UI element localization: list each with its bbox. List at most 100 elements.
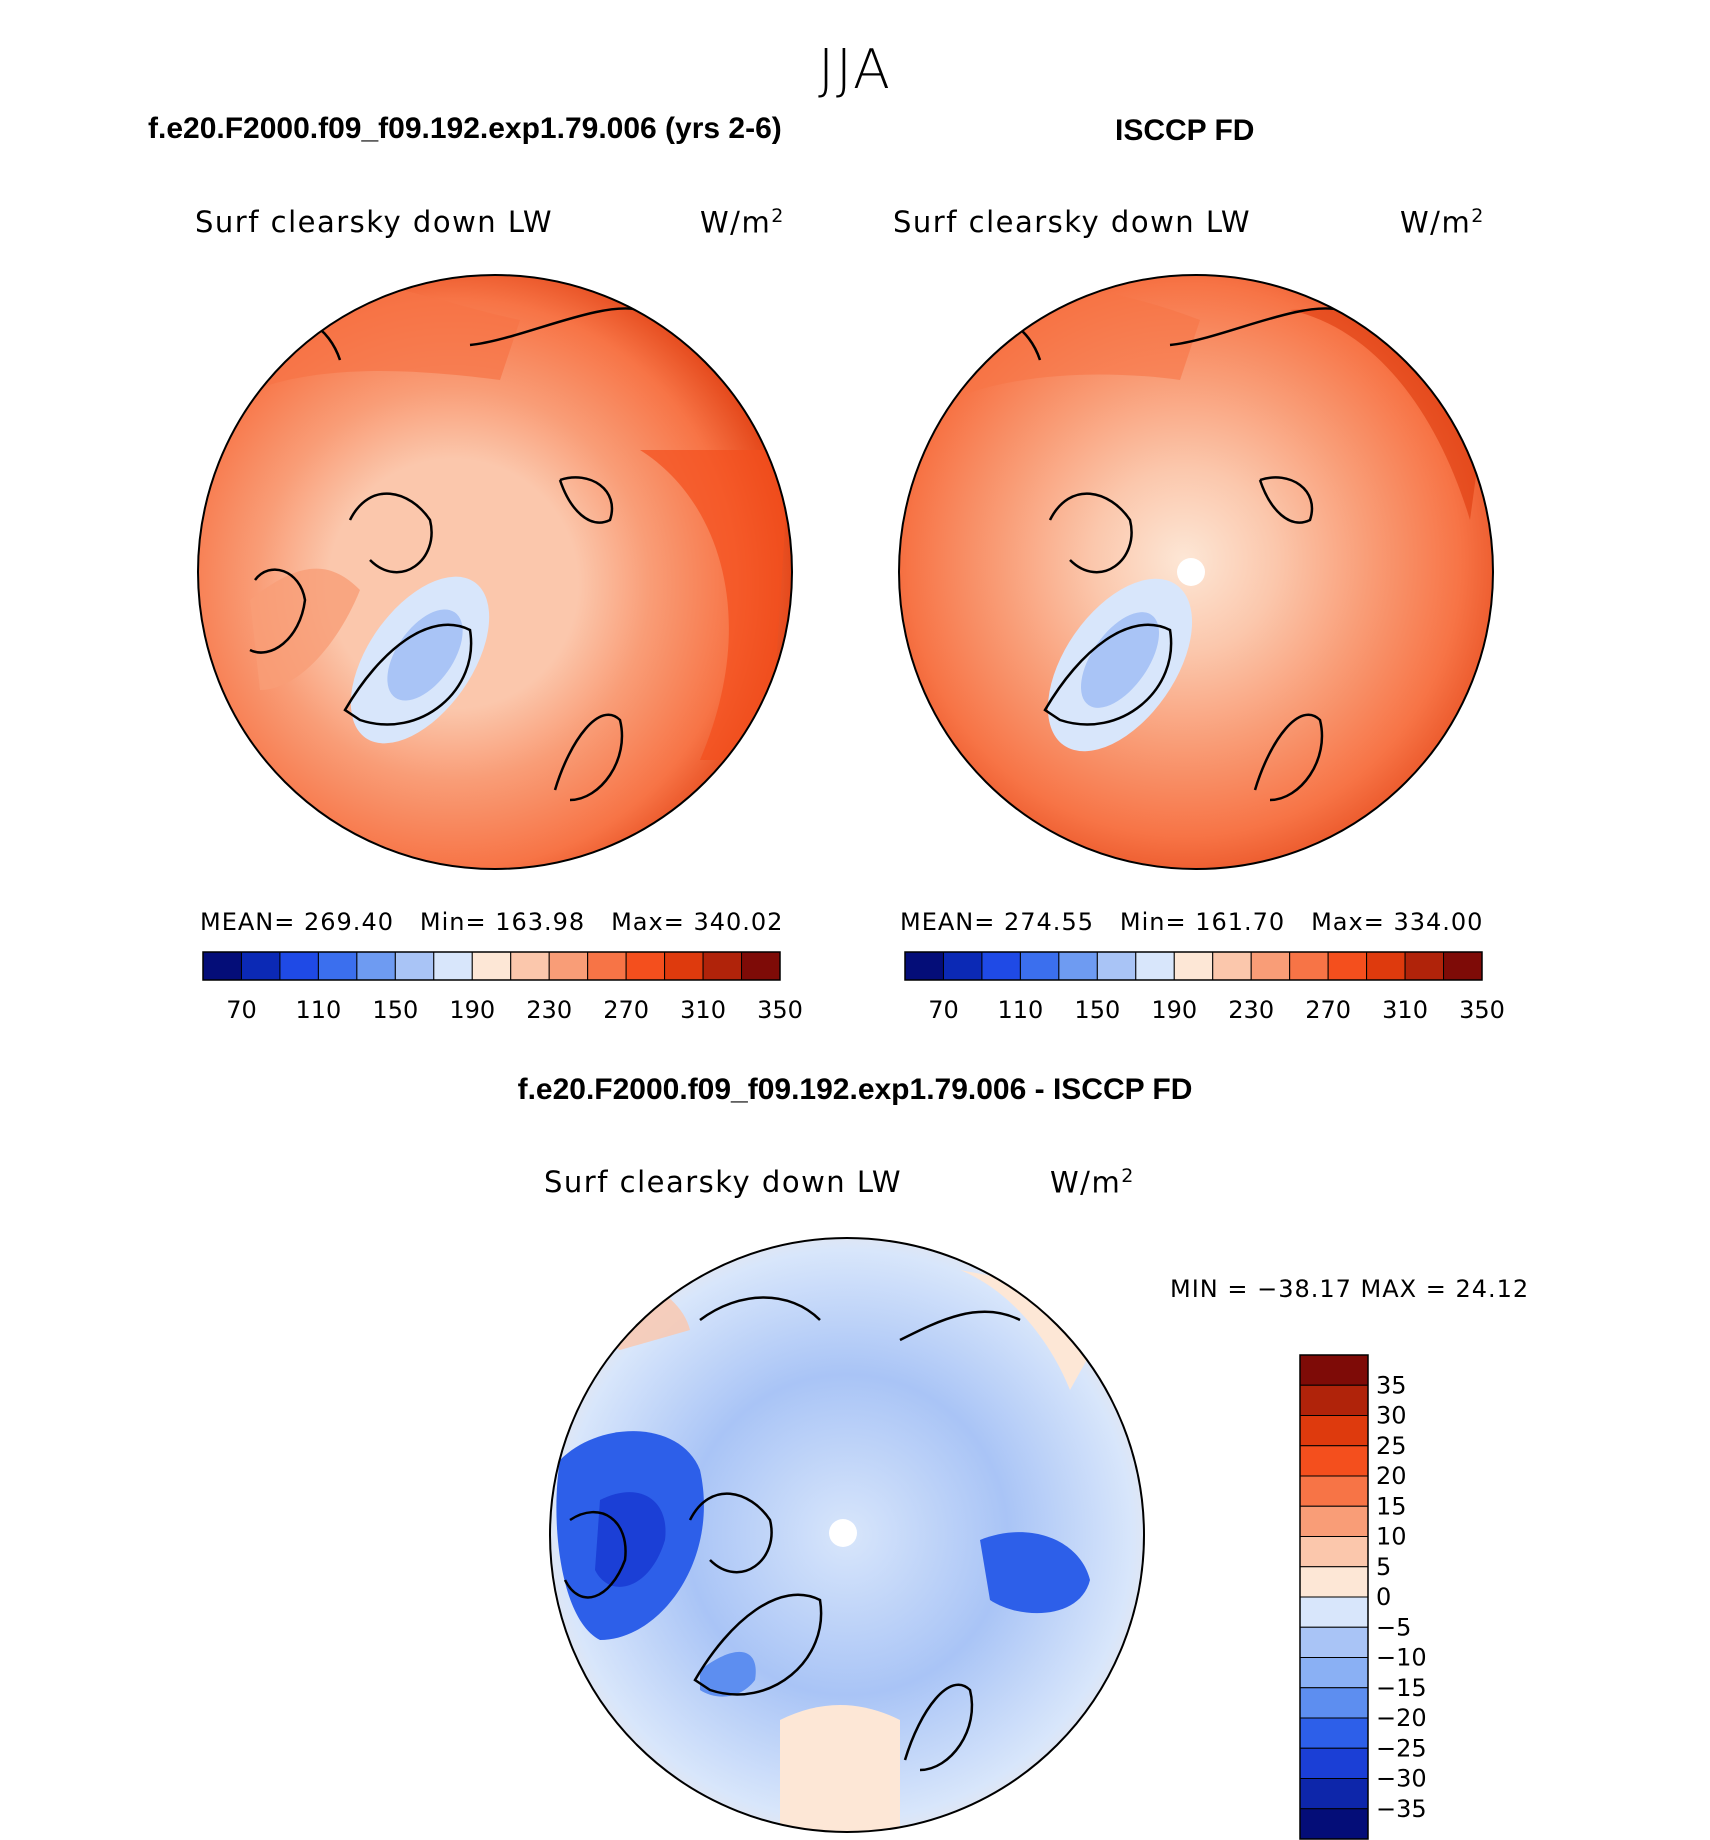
diff-colorbar-swatch bbox=[1299, 1747, 1369, 1779]
model-colorbar-swatch bbox=[394, 951, 435, 981]
model-colorbar-tick-label: 150 bbox=[372, 996, 418, 1024]
model-colorbar-swatch bbox=[317, 951, 358, 981]
obs-pole-hole bbox=[1177, 558, 1205, 586]
diff-colorbar-swatch bbox=[1299, 1717, 1369, 1749]
obs-colorbar-swatch bbox=[904, 951, 944, 981]
obs-colorbar-swatch bbox=[1366, 951, 1406, 981]
diff-colorbar-swatch bbox=[1299, 1505, 1369, 1537]
obs-colorbar-swatch bbox=[1096, 951, 1137, 981]
obs-colorbar: 70 110 150 190 230 270 310 350 bbox=[904, 951, 1505, 1024]
model-colorbar-swatch bbox=[510, 951, 550, 981]
model-colorbar-tick-label: 310 bbox=[680, 996, 726, 1024]
obs-colorbar-swatch bbox=[1173, 951, 1214, 981]
diff-colorbar-swatch bbox=[1299, 1808, 1369, 1840]
model-colorbar-swatch bbox=[625, 951, 666, 981]
model-colorbar-frame bbox=[202, 951, 781, 981]
model-colorbar-swatch bbox=[202, 951, 242, 981]
obs-colorbar-swatch bbox=[981, 951, 1021, 981]
diff-colorbar-swatch bbox=[1299, 1445, 1369, 1477]
obs-mean-value: 274.55 bbox=[1004, 908, 1094, 936]
model-panel-title: f.e20.F2000.f09_f09.192.exp1.79.006 (yrs… bbox=[148, 112, 782, 145]
diff-var-label: Surf clearsky down LW bbox=[544, 1165, 903, 1199]
diff-colorbar-tick-label: 35 bbox=[1376, 1371, 1407, 1399]
obs-colorbar-swatch bbox=[1443, 951, 1483, 981]
obs-mean-label: MEAN= bbox=[900, 908, 996, 936]
obs-colorbar-tick-label: 230 bbox=[1228, 996, 1274, 1024]
diff-colorbar-tick-label: −25 bbox=[1376, 1734, 1427, 1762]
model-colorbar-swatch bbox=[664, 951, 704, 981]
obs-colorbar-tick-label: 150 bbox=[1074, 996, 1120, 1024]
obs-colorbar-swatch bbox=[1250, 951, 1291, 981]
obs-colorbar-tick-label: 190 bbox=[1151, 996, 1197, 1024]
diff-panel-title: f.e20.F2000.f09_f09.192.exp1.79.006 - IS… bbox=[517, 1073, 1193, 1106]
diff-colorbar-tick-label: −20 bbox=[1376, 1704, 1427, 1732]
diff-colorbar-tick-label: −10 bbox=[1376, 1644, 1427, 1672]
obs-colorbar-tick-label: 110 bbox=[997, 996, 1043, 1024]
model-colorbar-swatch bbox=[471, 951, 512, 981]
model-colorbar-swatch bbox=[433, 951, 473, 981]
model-colorbar: 70 110 150 190 230 270 310 350 bbox=[202, 951, 803, 1024]
diff-colorbar-swatch bbox=[1299, 1596, 1369, 1628]
diff-colorbar-swatch bbox=[1299, 1626, 1369, 1658]
model-map-border bbox=[197, 274, 793, 870]
model-colorbar-tick-label: 350 bbox=[757, 996, 803, 1024]
obs-stats: MEAN= 274.55 Min= 161.70 Max= 334.00 bbox=[900, 908, 1483, 936]
model-units: W/m2 bbox=[700, 205, 785, 240]
obs-max-value: 334.00 bbox=[1393, 908, 1484, 936]
diff-colorbar-tick-label: 25 bbox=[1376, 1432, 1407, 1460]
diff-pole-hole bbox=[829, 1519, 857, 1547]
diff-colorbar-tick-label: 10 bbox=[1376, 1523, 1407, 1551]
model-max-value: 340.02 bbox=[693, 908, 784, 936]
diff-colorbar-tick-label: −30 bbox=[1376, 1765, 1427, 1793]
diff-colorbar-swatch bbox=[1299, 1687, 1369, 1719]
model-mean-label: MEAN= bbox=[200, 908, 296, 936]
model-polar-map bbox=[198, 275, 792, 869]
obs-colorbar-swatch bbox=[1019, 951, 1060, 981]
model-var-label: Surf clearsky down LW bbox=[195, 205, 554, 239]
obs-colorbar-swatch bbox=[1135, 951, 1175, 981]
diff-colorbar-tick-label: 20 bbox=[1376, 1462, 1407, 1490]
model-colorbar-tick-label: 190 bbox=[449, 996, 495, 1024]
model-max-label: Max= bbox=[611, 908, 685, 936]
obs-map-border bbox=[898, 274, 1494, 870]
obs-colorbar-tick-label: 270 bbox=[1305, 996, 1351, 1024]
diff-colorbar-tick-label: 0 bbox=[1376, 1583, 1391, 1611]
diff-colorbar-tick-label: −15 bbox=[1376, 1674, 1427, 1702]
model-colorbar-swatch bbox=[587, 951, 627, 981]
diff-colorbar-tick-label: 30 bbox=[1376, 1402, 1407, 1430]
obs-max-label: Max= bbox=[1311, 908, 1385, 936]
diff-colorbar-swatch bbox=[1299, 1778, 1369, 1810]
obs-colorbar-tick-label: 350 bbox=[1459, 996, 1505, 1024]
model-colorbar-swatch bbox=[356, 951, 396, 981]
obs-colorbar-swatch bbox=[1404, 951, 1445, 981]
diff-colorbar-swatch bbox=[1299, 1475, 1369, 1507]
diff-colorbar-swatch bbox=[1299, 1354, 1369, 1386]
obs-colorbar-frame bbox=[904, 951, 1483, 981]
diff-colorbar-tick-label: −5 bbox=[1376, 1613, 1411, 1641]
diff-minmax: MIN = −38.17 MAX = 24.12 bbox=[1170, 1275, 1530, 1303]
obs-colorbar-swatch bbox=[1327, 951, 1368, 981]
diff-map-border bbox=[549, 1237, 1145, 1833]
diff-units: W/m2 bbox=[1050, 1165, 1135, 1200]
obs-panel-title: ISCCP FD bbox=[1115, 114, 1255, 147]
model-stats: MEAN= 269.40 Min= 163.98 Max= 340.02 bbox=[200, 908, 783, 936]
obs-var-label: Surf clearsky down LW bbox=[893, 205, 1252, 239]
diff-colorbar-tick-label: 15 bbox=[1376, 1492, 1407, 1520]
model-mean-value: 269.40 bbox=[304, 908, 394, 936]
diff-colorbar-swatch bbox=[1299, 1566, 1369, 1598]
model-colorbar-swatch bbox=[240, 951, 281, 981]
model-colorbar-tick-label: 230 bbox=[526, 996, 572, 1024]
model-colorbar-tick-label: 270 bbox=[603, 996, 649, 1024]
obs-colorbar-swatch bbox=[942, 951, 983, 981]
model-min-label: Min= bbox=[419, 908, 487, 936]
diff-colorbar-swatch bbox=[1299, 1536, 1369, 1568]
diff-colorbar-tick-label: 5 bbox=[1376, 1553, 1391, 1581]
season-title: JJA bbox=[818, 38, 892, 101]
model-colorbar-swatch bbox=[279, 951, 319, 981]
obs-min-value: 161.70 bbox=[1195, 908, 1286, 936]
obs-colorbar-swatch bbox=[1289, 951, 1329, 981]
model-min-value: 163.98 bbox=[495, 908, 586, 936]
model-colorbar-tick-label: 110 bbox=[295, 996, 341, 1024]
model-colorbar-tick-label: 70 bbox=[226, 996, 257, 1024]
